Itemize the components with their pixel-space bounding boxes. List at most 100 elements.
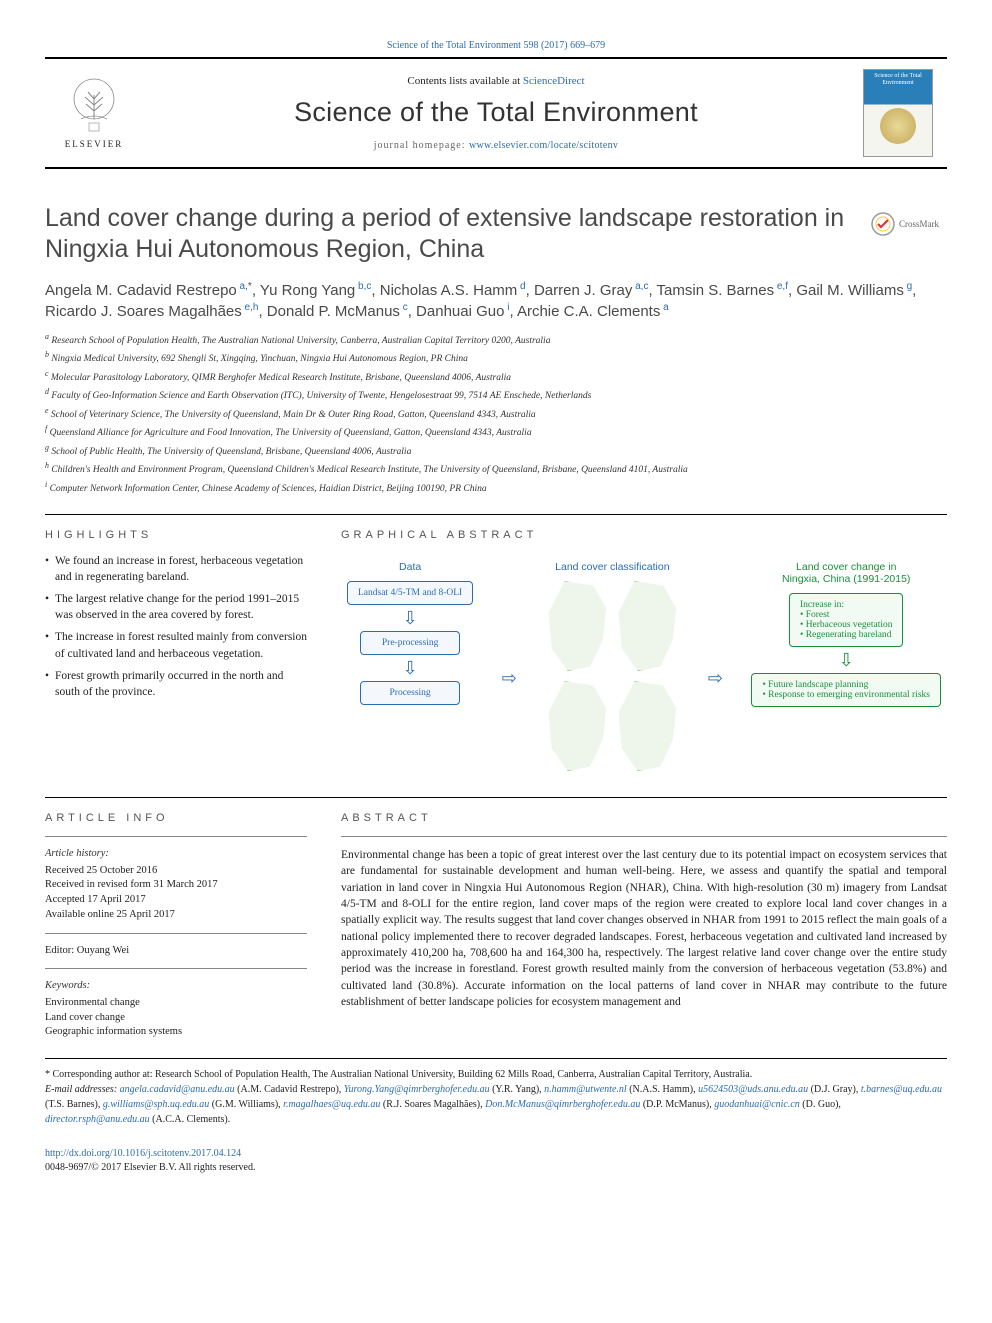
affiliation-line: g School of Public Health, The Universit…	[45, 442, 947, 459]
arrow-down-icon: ⇩	[839, 651, 854, 669]
keyword: Environmental change	[45, 996, 307, 1011]
contents-line: Contents lists available at ScienceDirec…	[147, 75, 845, 87]
affil-link[interactable]: c	[400, 302, 408, 313]
affiliation-line: a Research School of Population Health, …	[45, 331, 947, 348]
doi-block: http://dx.doi.org/10.1016/j.scitotenv.20…	[45, 1147, 947, 1175]
article-info-heading: ARTICLE INFO	[45, 812, 307, 824]
affil-link[interactable]: d	[517, 281, 525, 292]
keywords: Keywords: Environmental changeLand cover…	[45, 979, 307, 1040]
affil-link[interactable]: a,c	[632, 281, 648, 292]
ga-change-label: Land cover change in Ningxia, China (199…	[776, 561, 916, 585]
arrow-right-icon: ⇨	[708, 668, 723, 689]
arrow-down-icon: ⇩	[403, 609, 418, 627]
affiliation-line: c Molecular Parasitology Laboratory, QIM…	[45, 368, 947, 385]
affiliation-line: i Computer Network Information Center, C…	[45, 479, 947, 496]
crossmark-badge[interactable]: CrossMark	[871, 209, 947, 239]
email-link[interactable]: t.barnes@uq.edu.au	[861, 1084, 942, 1095]
email-link[interactable]: u5624503@uds.anu.edu.au	[698, 1084, 808, 1095]
ga-classification-label: Land cover classification	[555, 561, 669, 573]
ga-outcome-box: Future landscape planningResponse to eme…	[751, 673, 941, 707]
affil-link[interactable]: e,h	[242, 302, 259, 313]
ga-increase-item: Regenerating bareland	[800, 630, 892, 640]
affil-link[interactable]: g	[904, 281, 912, 292]
issue-citation: Science of the Total Environment 598 (20…	[45, 40, 947, 51]
author: Angela M. Cadavid Restrepo a,*	[45, 282, 252, 299]
keyword: Geographic information systems	[45, 1025, 307, 1040]
affiliation-line: e School of Veterinary Science, The Univ…	[45, 405, 947, 422]
affiliation-line: d Faculty of Geo-Information Science and…	[45, 386, 947, 403]
issn-copyright: 0048-9697/© 2017 Elsevier B.V. All right…	[45, 1162, 255, 1173]
highlight-item: We found an increase in forest, herbaceo…	[45, 553, 307, 585]
crossmark-icon	[871, 212, 895, 236]
ga-increase-box: Increase in: ForestHerbaceous vegetation…	[789, 593, 903, 647]
ga-map-thumb	[545, 681, 609, 771]
email-link[interactable]: guodanhuai@cnic.cn	[714, 1099, 800, 1110]
affiliation-line: h Children's Health and Environment Prog…	[45, 460, 947, 477]
email-link[interactable]: director.rsph@anu.edu.au	[45, 1114, 150, 1125]
email-link[interactable]: g.williams@sph.uq.edu.au	[103, 1099, 209, 1110]
journal-header: ELSEVIER Contents lists available at Sci…	[45, 57, 947, 169]
author-list: Angela M. Cadavid Restrepo a,*, Yu Rong …	[45, 280, 947, 324]
highlights-heading: HIGHLIGHTS	[45, 529, 307, 541]
affil-link[interactable]: a	[660, 302, 668, 313]
ga-outcome-item: Future landscape planning	[762, 680, 930, 690]
ga-increase-item: Herbaceous vegetation	[800, 620, 892, 630]
sciencedirect-link[interactable]: ScienceDirect	[523, 75, 585, 87]
ga-map-thumb	[615, 681, 679, 771]
journal-homepage-link[interactable]: www.elsevier.com/locate/scitotenv	[469, 140, 618, 151]
doi-link[interactable]: http://dx.doi.org/10.1016/j.scitotenv.20…	[45, 1148, 241, 1159]
ga-map-thumb	[615, 581, 679, 671]
author: Archie C.A. Clements a	[517, 303, 669, 320]
publisher-name: ELSEVIER	[65, 139, 124, 149]
history-line: Accepted 17 April 2017	[45, 893, 307, 908]
issue-citation-link[interactable]: Science of the Total Environment 598 (20…	[387, 40, 605, 51]
article-title: Land cover change during a period of ext…	[45, 203, 855, 266]
author: Yu Rong Yang b,c	[260, 282, 372, 299]
ga-preprocess-box: Pre-processing	[360, 631, 460, 655]
affiliation-line: b Ningxia Medical University, 692 Shengl…	[45, 349, 947, 366]
author: Danhuai Guo i	[416, 303, 509, 320]
email-link[interactable]: n.hamm@utwente.nl	[544, 1084, 627, 1095]
affiliations: a Research School of Population Health, …	[45, 331, 947, 496]
email-link[interactable]: r.magalhaes@uq.edu.au	[283, 1099, 380, 1110]
history-line: Available online 25 April 2017	[45, 908, 307, 923]
affil-link[interactable]: i	[504, 302, 509, 313]
journal-name: Science of the Total Environment	[147, 97, 845, 128]
author: Ricardo J. Soares Magalhães e,h	[45, 303, 258, 320]
author: Gail M. Williams g	[796, 282, 912, 299]
journal-cover-thumbnail: Science of the Total Environment	[863, 69, 933, 157]
email-link[interactable]: angela.cadavid@anu.edu.au	[120, 1084, 235, 1095]
abstract-heading: ABSTRACT	[341, 812, 947, 824]
homepage-line: journal homepage: www.elsevier.com/locat…	[147, 140, 845, 151]
arrow-down-icon: ⇩	[403, 659, 418, 677]
affil-link[interactable]: b,c	[355, 281, 371, 292]
affil-link[interactable]: e,f	[774, 281, 788, 292]
highlight-item: Forest growth primarily occurred in the …	[45, 668, 307, 700]
highlights-list: We found an increase in forest, herbaceo…	[45, 553, 307, 700]
editor: Editor: Ouyang Wei	[45, 944, 307, 959]
ga-increase-item: Forest	[800, 610, 892, 620]
arrow-right-icon: ⇨	[502, 668, 517, 689]
history-line: Received 25 October 2016	[45, 864, 307, 879]
elsevier-tree-icon	[67, 77, 121, 137]
author: Tamsin S. Barnes e,f	[657, 282, 788, 299]
ga-outcome-item: Response to emerging environmental risks	[762, 690, 930, 700]
author: Nicholas A.S. Hamm d	[380, 282, 526, 299]
author: Darren J. Gray a,c	[534, 282, 648, 299]
highlight-item: The largest relative change for the peri…	[45, 591, 307, 623]
article-history: Article history: Received 25 October 201…	[45, 847, 307, 922]
ga-map-thumb	[545, 581, 609, 671]
abstract-text: Environmental change has been a topic of…	[341, 847, 947, 1010]
graphical-abstract-heading: GRAPHICAL ABSTRACT	[341, 529, 947, 541]
email-link[interactable]: Don.McManus@qimrberghofer.edu.au	[485, 1099, 640, 1110]
graphical-abstract: Data Landsat 4/5-TM and 8-OLI ⇩ Pre-proc…	[341, 553, 947, 779]
highlight-item: The increase in forest resulted mainly f…	[45, 629, 307, 661]
history-line: Received in revised form 31 March 2017	[45, 878, 307, 893]
ga-process-box: Processing	[360, 681, 460, 705]
ga-data-label: Data	[399, 561, 421, 573]
author: Donald P. McManus c	[267, 303, 408, 320]
affil-link[interactable]: a,	[237, 281, 248, 292]
email-link[interactable]: Yurong.Yang@qimrberghofer.edu.au	[344, 1084, 490, 1095]
corresponding-footer: * Corresponding author at: Research Scho…	[45, 1058, 947, 1127]
publisher-logo: ELSEVIER	[59, 74, 129, 152]
